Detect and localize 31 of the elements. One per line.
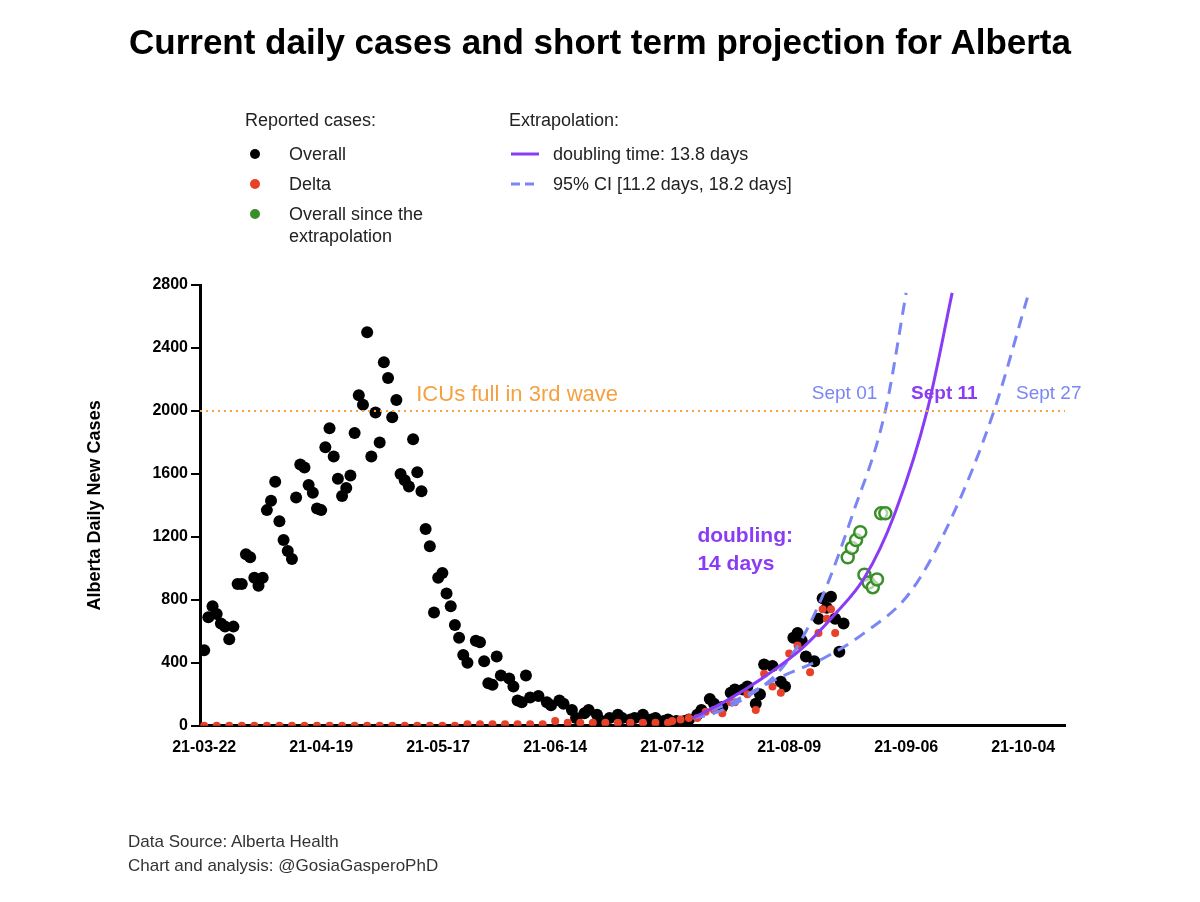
legend-label: 95% CI [11.2 days, 18.2 days] <box>553 173 792 195</box>
y-axis-title: Alberta Daily New Cases <box>83 400 104 611</box>
text: Chart and analysis: @GosiaGasperoPhD <box>128 855 439 877</box>
text: Reported cases: <box>245 110 378 131</box>
y-tick-label: 1600 <box>152 464 189 482</box>
ref-line-label: ICUs full in 3rd wave <box>416 381 618 407</box>
y-tick-label: 400 <box>161 653 189 671</box>
annotation: Sept 01 <box>811 381 878 403</box>
x-tick-label: 21-05-17 <box>406 737 471 755</box>
text: Extrapolation: <box>509 110 621 131</box>
y-tick-label: 0 <box>179 716 189 734</box>
x-tick-label: 21-06-14 <box>523 737 588 755</box>
y-tick-label: 2000 <box>152 401 189 419</box>
legend-label: Delta <box>289 173 332 195</box>
y-tick-label: 2400 <box>152 338 189 356</box>
x-tick-label: 21-08-09 <box>757 737 822 755</box>
y-tick-label: 800 <box>161 590 189 608</box>
x-tick-label: 21-07-12 <box>640 737 705 755</box>
y-tick-label: 2800 <box>152 275 189 293</box>
legend-label: Overall <box>289 143 347 165</box>
x-tick-label: 21-09-06 <box>874 737 939 755</box>
x-tick-label: 21-03-22 <box>172 737 237 755</box>
y-tick-label: 1200 <box>152 527 189 545</box>
x-tick-label: 21-04-19 <box>289 737 354 755</box>
source-note: Data Source: Alberta Health <box>128 831 340 853</box>
legend-label: Overall since the extrapolation <box>289 203 425 247</box>
x-tick-label: 21-10-04 <box>991 737 1056 755</box>
annotation: doubling: 14 days <box>697 522 794 574</box>
chart-title: Current daily cases and short term projection for Alberta <box>128 22 1073 62</box>
legend-label: doubling time: 13.8 days <box>553 143 749 165</box>
annotation: Sept 27 <box>1015 381 1082 403</box>
